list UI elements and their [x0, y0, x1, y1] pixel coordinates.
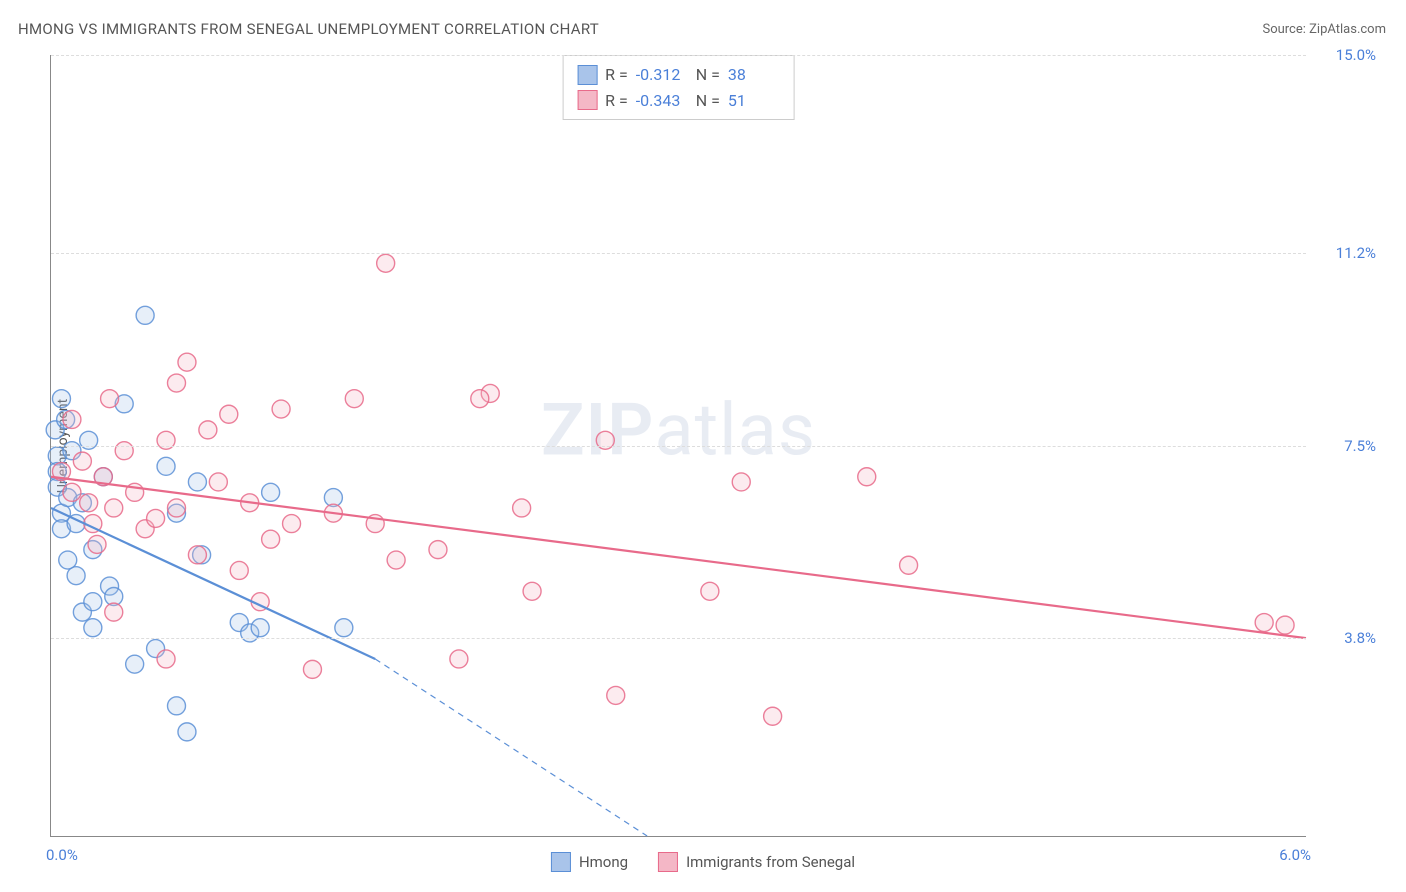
scatter-point — [513, 499, 531, 517]
scatter-point — [1255, 614, 1273, 632]
scatter-point — [168, 499, 186, 517]
legend-swatch — [551, 852, 571, 872]
scatter-point — [303, 660, 321, 678]
scatter-point — [199, 421, 217, 439]
gridline — [51, 55, 1306, 56]
source-attribution: Source: ZipAtlas.com — [1262, 22, 1386, 37]
scatter-point — [387, 551, 405, 569]
legend-label: Hmong — [579, 853, 628, 871]
y-tick-label: 11.2% — [1336, 244, 1376, 262]
scatter-point — [80, 431, 98, 449]
legend-swatch — [658, 852, 678, 872]
scatter-point — [230, 561, 248, 579]
scatter-point — [471, 390, 489, 408]
scatter-point — [283, 515, 301, 533]
scatter-point — [607, 686, 625, 704]
scatter-point — [900, 556, 918, 574]
scatter-point — [377, 254, 395, 272]
scatter-point — [168, 374, 186, 392]
trend-line — [51, 508, 375, 659]
source-link[interactable]: ZipAtlas.com — [1309, 22, 1386, 37]
scatter-point — [523, 582, 541, 600]
scatter-point — [335, 619, 353, 637]
scatter-point — [262, 483, 280, 501]
scatter-point — [157, 650, 175, 668]
gridline — [51, 446, 1306, 447]
scatter-point — [88, 535, 106, 553]
bottom-legend: Hmong Immigrants from Senegal — [551, 852, 855, 872]
scatter-point — [262, 530, 280, 548]
legend-item: Hmong — [551, 852, 628, 872]
scatter-point — [429, 541, 447, 559]
scatter-point — [105, 603, 123, 621]
y-tick-label: 15.0% — [1336, 46, 1376, 64]
scatter-point — [105, 499, 123, 517]
scatter-point — [188, 546, 206, 564]
x-tick-label: 6.0% — [1279, 846, 1311, 864]
scatter-point — [178, 353, 196, 371]
scatter-point — [701, 582, 719, 600]
scatter-point — [52, 390, 70, 408]
scatter-point — [63, 410, 81, 428]
scatter-point — [157, 457, 175, 475]
scatter-point — [84, 593, 102, 611]
y-tick-label: 3.8% — [1344, 629, 1376, 647]
scatter-point — [1276, 616, 1294, 634]
y-tick-label: 7.5% — [1344, 437, 1376, 455]
chart-plot-area: Unemployment ZIPatlas R =-0.312N =38R =-… — [50, 55, 1306, 837]
gridline — [51, 253, 1306, 254]
header-row: HMONG VS IMMIGRANTS FROM SENEGAL UNEMPLO… — [18, 20, 1386, 38]
trend-line-extrapolated — [375, 659, 647, 836]
legend-label: Immigrants from Senegal — [686, 853, 855, 871]
scatter-point — [596, 431, 614, 449]
gridline — [51, 638, 1306, 639]
scatter-point — [764, 707, 782, 725]
scatter-point — [115, 442, 133, 460]
scatter-point — [63, 483, 81, 501]
scatter-point — [136, 306, 154, 324]
scatter-point — [101, 390, 119, 408]
scatter-point — [209, 473, 227, 491]
scatter-point — [147, 509, 165, 527]
legend-item: Immigrants from Senegal — [658, 852, 855, 872]
scatter-point — [73, 452, 91, 470]
scatter-point — [345, 390, 363, 408]
scatter-point — [126, 655, 144, 673]
x-tick-label: 0.0% — [46, 846, 78, 864]
scatter-point — [450, 650, 468, 668]
chart-title: HMONG VS IMMIGRANTS FROM SENEGAL UNEMPLO… — [18, 20, 599, 38]
scatter-point — [67, 567, 85, 585]
scatter-point — [220, 405, 238, 423]
scatter-point — [84, 619, 102, 637]
scatter-point — [80, 494, 98, 512]
scatter-point — [188, 473, 206, 491]
scatter-point — [858, 468, 876, 486]
scatter-point — [178, 723, 196, 741]
scatter-point — [732, 473, 750, 491]
scatter-point — [251, 619, 269, 637]
scatter-point — [272, 400, 290, 418]
scatter-point — [168, 697, 186, 715]
scatter-point — [157, 431, 175, 449]
source-prefix: Source: — [1262, 22, 1309, 37]
